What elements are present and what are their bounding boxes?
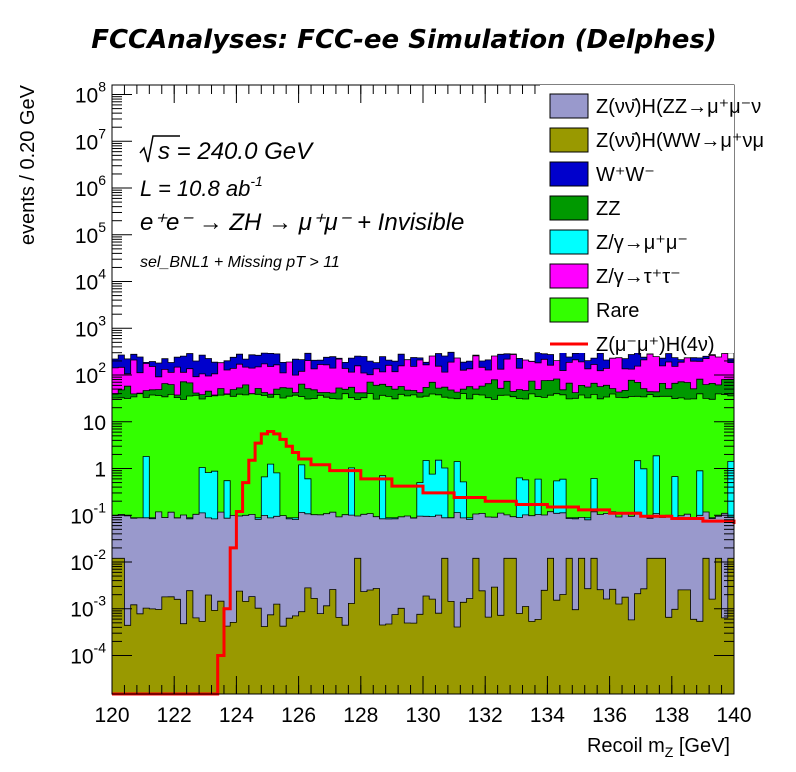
- x-axis-label: Recoil m: [587, 735, 665, 757]
- y-tick-label: 104: [75, 266, 106, 295]
- signal-line: [112, 430, 736, 696]
- x-tick-label: 122: [157, 704, 192, 727]
- x-tick-label: 124: [219, 704, 254, 727]
- stack-layers: [111, 351, 735, 695]
- legend-swatch: [549, 229, 589, 255]
- y-tick-label: 102: [75, 359, 106, 388]
- annotation-sqrt-s: s = 240.0 GeV: [158, 138, 314, 165]
- lumi-exponent: -1: [250, 173, 262, 189]
- legend-entry-label: Z(νν̄)H(ZZ→μ⁺μ⁻ν: [596, 96, 761, 118]
- annotation-selection: sel_BNL1 + Missing pT > 11: [140, 254, 340, 271]
- x-tick-label: 134: [530, 704, 565, 727]
- x-tick-label: 132: [468, 704, 503, 727]
- legend-swatch: [549, 161, 589, 187]
- legend-swatch: [549, 93, 589, 119]
- sqrt-symbol: [139, 135, 180, 163]
- x-tick-label: 120: [94, 704, 129, 727]
- legend-entry-label: Z/γ→μ⁺μ⁻: [596, 232, 688, 254]
- series-area-ww_h: [111, 557, 735, 695]
- legend-entry-label: Z(νν̄)H(WW→μ⁺νμ: [596, 130, 764, 152]
- x-axis-subscript: Z: [665, 744, 674, 760]
- legend-items: Z(νν̄)H(ZZ→μ⁺μ⁻ν Z(νν̄)H(WW→μ⁺νμ W⁺W⁻ ZZ Z/γ…: [549, 93, 764, 356]
- x-tick-label: 140: [716, 704, 751, 727]
- x-tick-label: 138: [654, 704, 689, 727]
- y-tick-label: 10-4: [70, 639, 106, 668]
- x-axis-title: Recoil mZ [GeV]: [587, 735, 730, 760]
- y-tick-label: 1: [94, 459, 106, 482]
- y-tick-label: 107: [75, 125, 106, 154]
- y-axis-title: events / 0.20 GeV: [17, 84, 39, 245]
- legend-entry-label: W⁺W⁻: [596, 164, 655, 186]
- y-tick-label: 10-3: [70, 593, 106, 622]
- chart-title: FCCAnalyses: FCC-ee Simulation (Delphes): [91, 25, 717, 55]
- y-tick-label: 108: [75, 79, 106, 108]
- y-tick-label: 10: [83, 412, 106, 435]
- legend: Z(νν̄)H(ZZ→μ⁺μ⁻ν Z(νν̄)H(WW→μ⁺νμ W⁺W⁻ ZZ Z/γ…: [540, 85, 764, 356]
- annotation-lumi: L = 10.8 ab-1: [140, 173, 263, 201]
- legend-entry-label: Z(μ⁻μ⁺)H(4ν): [596, 334, 715, 356]
- legend-swatch: [549, 127, 589, 153]
- legend-entry-label: Rare: [596, 300, 639, 322]
- legend-entry-label: Z/γ→τ⁺τ⁻: [596, 266, 681, 288]
- x-tick-label: 136: [592, 704, 627, 727]
- legend-entry-label: ZZ: [596, 198, 620, 220]
- y-tick-label: 10-1: [70, 499, 106, 528]
- legend-swatch: [549, 297, 589, 323]
- y-tick-label: 106: [75, 172, 106, 201]
- x-ticks: 120 122 124 126 128 130 132 134 136 138 140: [94, 85, 752, 727]
- x-tick-label: 126: [281, 704, 316, 727]
- annotation-process: e⁺e⁻ → ZH → μ⁺μ⁻ + Invisible: [140, 209, 464, 236]
- x-tick-label: 128: [343, 704, 378, 727]
- x-axis-unit: [GeV]: [673, 735, 730, 757]
- y-tick-label: 105: [75, 219, 106, 248]
- legend-swatch: [549, 263, 589, 289]
- x-tick-label: 130: [405, 704, 440, 727]
- lumi-label: L = 10.8 ab: [140, 176, 250, 201]
- y-tick-label: 103: [75, 312, 106, 341]
- annotations: s = 240.0 GeV L = 10.8 ab-1 e⁺e⁻ → ZH → …: [139, 135, 464, 271]
- legend-swatch: [549, 195, 589, 221]
- y-tick-label: 10-2: [70, 546, 106, 575]
